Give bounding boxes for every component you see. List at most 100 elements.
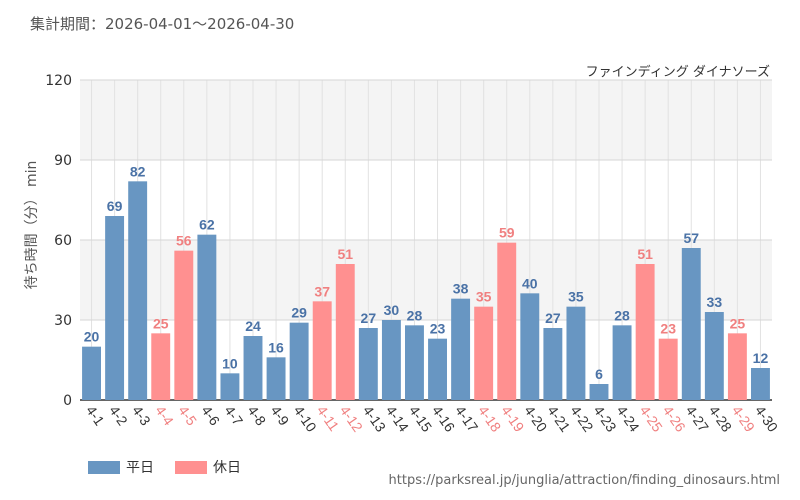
bar-value-label: 27	[361, 310, 377, 326]
bar-4-19	[497, 242, 517, 400]
bar-4-16	[428, 338, 447, 400]
x-tick-label: 4-9	[268, 403, 293, 429]
bar-4-28	[704, 312, 724, 400]
bar-value-label: 40	[522, 275, 538, 291]
y-tick-labels: 0 30 60 90 120	[45, 73, 72, 409]
bar-value-labels: 20 69 82 25 56 62 10 24 16 29 37 51 27 30 28 23 38 35 59 40…	[84, 163, 769, 382]
plot-background-bands	[80, 80, 772, 400]
legend-label-holiday: 休日	[213, 460, 241, 476]
x-tick-label: 4-25	[637, 403, 666, 435]
bar-4-5	[174, 250, 194, 400]
plot-band	[80, 320, 772, 400]
x-tick-label: 4-27	[683, 403, 712, 435]
y-tick-label: 90	[54, 153, 72, 169]
bar-value-label: 29	[291, 305, 307, 321]
bar-4-7	[220, 373, 240, 400]
x-tick-label: 4-7	[221, 403, 246, 429]
bar-4-13	[358, 328, 378, 400]
bar-value-label: 57	[683, 230, 699, 246]
y-tick-label: 120	[45, 73, 72, 89]
bar-4-9	[266, 357, 286, 400]
source-url: https://parksreal.jp/junglia/attraction/…	[388, 473, 780, 488]
x-tick-label: 4-17	[452, 403, 481, 435]
bar-4-15	[405, 325, 424, 400]
bar-value-label: 20	[84, 329, 100, 345]
x-tick-label: 4-15	[406, 403, 435, 435]
x-tick-labels: 4-14-24-34-44-54-64-74-84-94-104-114-124…	[83, 403, 781, 435]
x-tick-label: 4-21	[544, 403, 573, 435]
x-tick-label: 4-23	[591, 403, 620, 435]
x-tick-label: 4-20	[521, 403, 550, 435]
plot-band	[80, 80, 772, 160]
legend-swatch-weekday	[88, 460, 120, 474]
bar-4-21	[543, 328, 563, 400]
x-tick-label: 4-12	[337, 403, 366, 435]
bar-4-4	[151, 333, 171, 400]
bar-4-30	[751, 368, 770, 400]
bar-value-label: 16	[268, 339, 284, 355]
bar-4-10	[289, 322, 309, 400]
x-tick-label: 4-5	[175, 403, 200, 429]
x-tick-label: 4-1	[83, 403, 108, 429]
bar-value-label: 25	[153, 315, 169, 331]
bar-value-label: 6	[595, 366, 603, 382]
x-tick-label: 4-6	[198, 403, 223, 429]
y-tick-label: 0	[63, 393, 72, 409]
bar-value-label: 35	[476, 289, 492, 305]
bar-4-24	[612, 325, 632, 400]
x-tick-label: 4-14	[383, 403, 412, 435]
bar-value-label: 56	[176, 233, 192, 249]
legend-item-weekday: 平日	[88, 457, 154, 477]
bar-value-label: 24	[245, 318, 261, 334]
bar-value-label: 10	[222, 355, 238, 371]
chart-title: ファインディング ダイナソーズ	[586, 64, 770, 80]
bar-value-label: 28	[614, 307, 630, 323]
bar-value-label: 51	[337, 246, 353, 262]
bar-value-label: 12	[753, 350, 769, 366]
bar-value-label: 23	[430, 321, 446, 337]
bar-4-1	[82, 346, 101, 400]
x-tick-label: 4-2	[106, 403, 131, 429]
bar-value-label: 33	[707, 294, 723, 310]
bar-4-3	[128, 181, 148, 400]
bar-value-label: 69	[107, 198, 123, 214]
plot-band	[80, 240, 772, 320]
bar-value-label: 82	[130, 163, 146, 179]
x-tick-label: 4-22	[567, 403, 596, 435]
bar-4-23	[589, 384, 609, 400]
bar-4-17	[451, 298, 471, 400]
x-tick-label: 4-28	[706, 403, 735, 435]
bar-4-8	[243, 336, 263, 400]
bar-4-20	[520, 293, 540, 400]
legend-label-weekday: 平日	[126, 460, 154, 476]
period-text: 集計期間：2026-04-01～2026-04-30	[30, 15, 295, 33]
bar-4-22	[566, 306, 586, 400]
x-tick-label: 4-30	[752, 403, 781, 435]
plot-band	[80, 160, 772, 240]
bar-4-6	[197, 234, 217, 400]
bar-value-label: 27	[545, 310, 561, 326]
bar-4-12	[335, 264, 355, 400]
x-tick-label: 4-10	[291, 403, 320, 435]
bar-value-label: 62	[199, 217, 215, 233]
bar-value-label: 28	[407, 307, 423, 323]
bar-value-label: 37	[314, 283, 330, 299]
y-tick-label: 60	[54, 233, 72, 249]
x-tick-label: 4-26	[660, 403, 689, 435]
bar-4-25	[635, 264, 655, 400]
bar-value-label: 35	[568, 289, 584, 305]
x-tick-label: 4-13	[360, 403, 389, 435]
x-tick-label: 4-16	[429, 403, 458, 435]
y-tick-label: 30	[54, 313, 72, 329]
bar-value-label: 25	[730, 315, 746, 331]
x-tick-label: 4-18	[475, 403, 504, 435]
legend-swatch-holiday	[175, 460, 207, 474]
bar-4-18	[474, 306, 494, 400]
bar-4-11	[312, 301, 332, 400]
bar-value-label: 38	[453, 281, 469, 297]
x-tick-label: 4-29	[729, 403, 758, 435]
x-tick-label: 4-19	[498, 403, 527, 435]
bar-value-label: 51	[637, 246, 653, 262]
bar-4-26	[658, 338, 678, 400]
